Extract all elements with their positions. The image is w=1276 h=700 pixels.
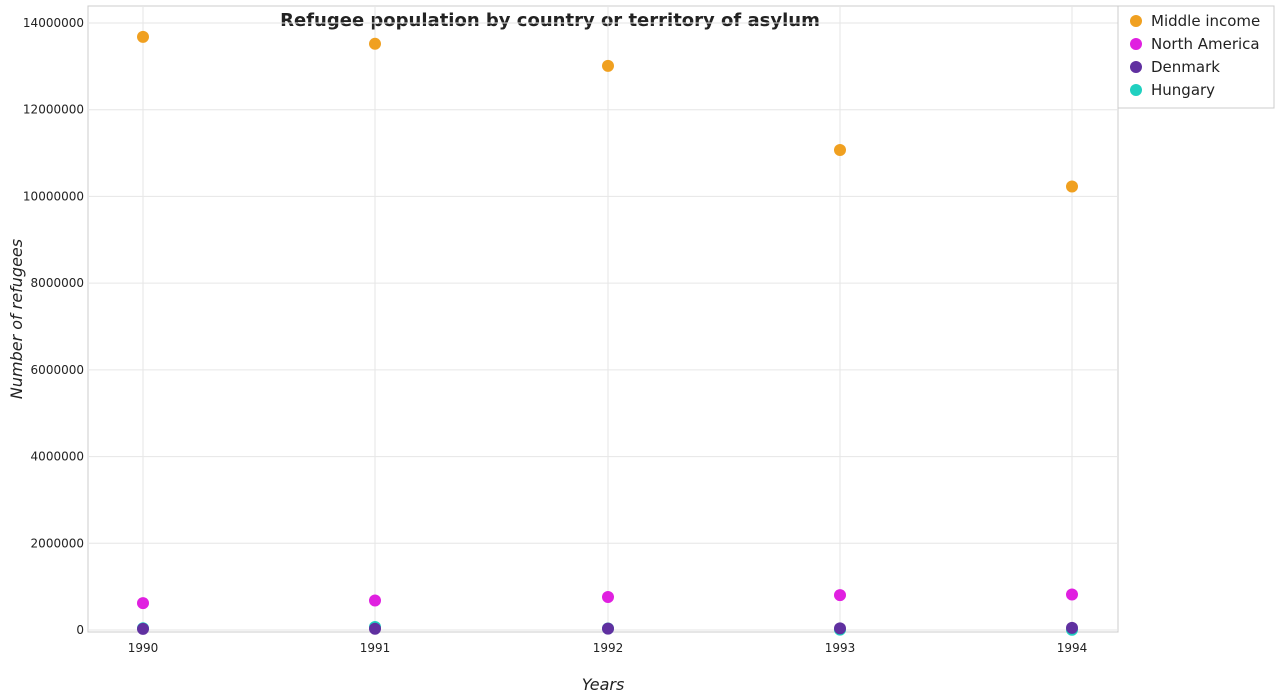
data-point-north-america [137, 597, 149, 610]
y-tick-label: 6000000 [31, 363, 84, 377]
data-point-middle-income [834, 144, 846, 157]
data-point-middle-income [602, 59, 614, 72]
data-point-middle-income [369, 37, 381, 50]
legend-label: Denmark [1151, 58, 1220, 76]
y-tick-label: 0 [76, 623, 84, 637]
y-tick-label: 8000000 [31, 276, 84, 290]
data-point-denmark [602, 622, 614, 635]
data-point-north-america [1066, 588, 1078, 601]
data-point-denmark [369, 622, 381, 635]
data-point-denmark [137, 622, 149, 635]
x-tick-label: 1991 [360, 641, 391, 655]
legend-marker [1130, 38, 1142, 50]
y-gridlines [88, 22, 1118, 631]
data-point-north-america [369, 594, 381, 607]
x-gridlines [142, 6, 1073, 632]
y-tick-label: 4000000 [31, 450, 84, 464]
legend-label: Hungary [1151, 81, 1215, 99]
chart-title: Refugee population by country or territo… [280, 10, 820, 31]
data-point-north-america [834, 589, 846, 602]
legend-marker [1130, 61, 1142, 73]
data-points [137, 30, 1078, 636]
y-tick-label: 2000000 [31, 536, 84, 550]
x-tick-label: 1990 [128, 641, 159, 655]
data-point-middle-income [137, 30, 149, 43]
y-tick-label: 10000000 [23, 189, 84, 203]
x-axis-title: Years [582, 675, 625, 694]
x-tick-label: 1994 [1057, 641, 1088, 655]
x-tick-label: 1993 [825, 641, 856, 655]
legend-label: North America [1151, 35, 1260, 53]
legend-label: Middle income [1151, 12, 1260, 30]
legend-marker [1130, 15, 1142, 27]
data-point-denmark [834, 622, 846, 635]
y-tick-label: 14000000 [23, 16, 84, 30]
x-tick-label: 1992 [593, 641, 624, 655]
legend-marker [1130, 84, 1142, 96]
x-tick-labels: 1990 1991 1992 1993 1994 [128, 641, 1088, 655]
y-axis-title: Number of refugees [7, 239, 26, 399]
y-tick-label: 12000000 [23, 103, 84, 117]
legend: Middle income North America Denmark Hungary [1117, 5, 1275, 109]
data-point-north-america [602, 591, 614, 604]
y-tick-labels: 0 2000000 4000000 6000000 8000000 10000000 120… [23, 16, 84, 637]
data-point-denmark [1066, 621, 1078, 634]
legend-box [1117, 5, 1275, 109]
plot-area [87, 5, 1119, 633]
data-point-middle-income [1066, 180, 1078, 193]
